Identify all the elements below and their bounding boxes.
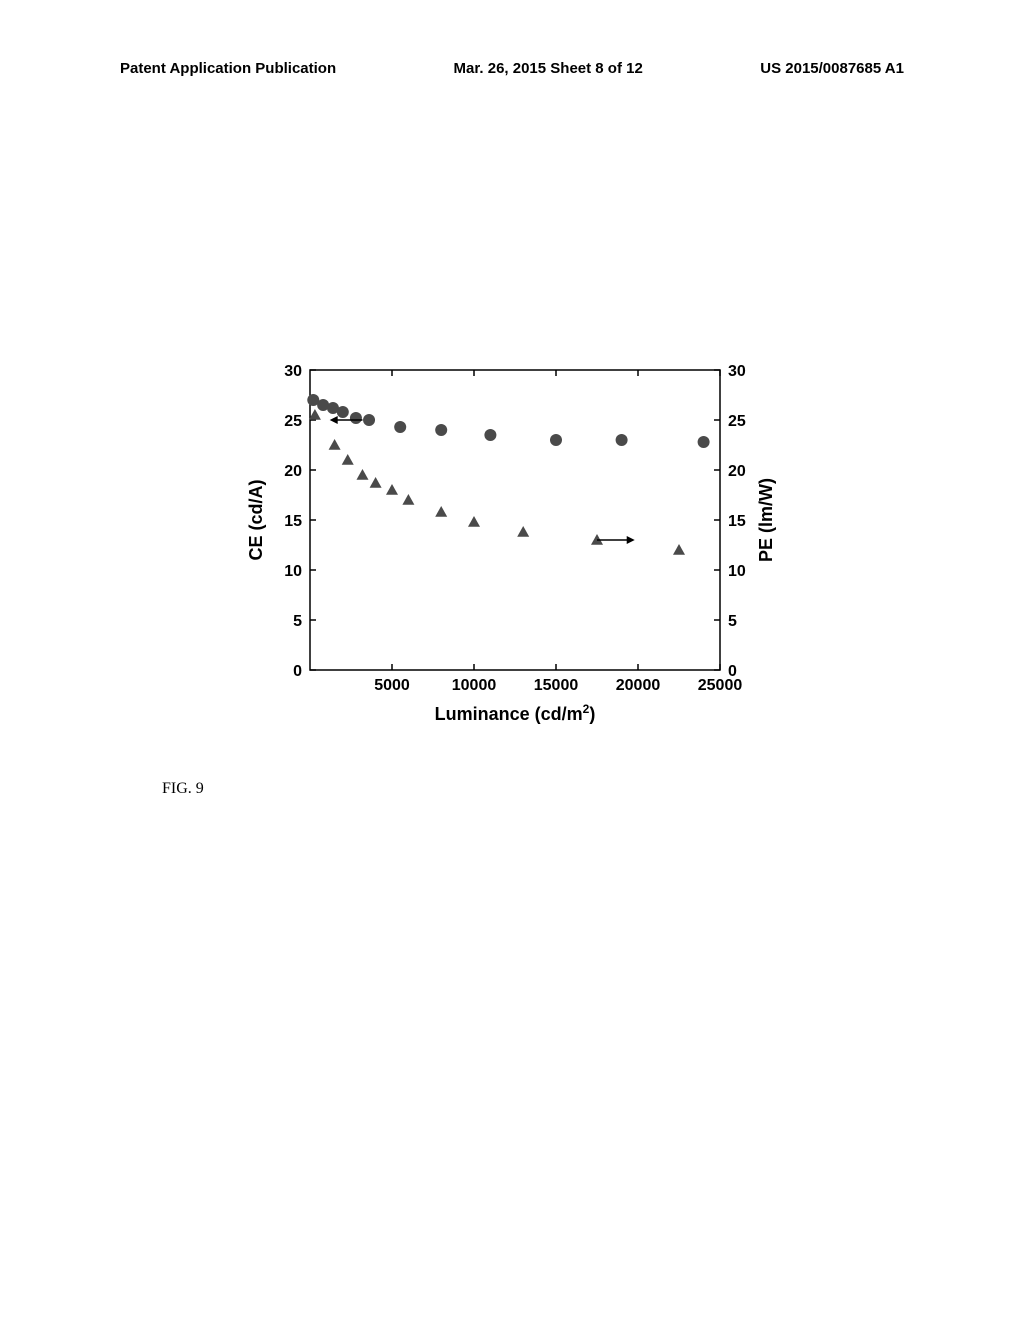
svg-text:0: 0	[728, 663, 737, 680]
figure-label: FIG. 9	[162, 780, 204, 798]
svg-text:30: 30	[284, 363, 302, 380]
svg-text:10: 10	[728, 563, 746, 580]
svg-text:20000: 20000	[616, 677, 661, 694]
efficiency-luminance-chart: 5000100001500020000250000510152025300510…	[240, 350, 800, 750]
svg-text:0: 0	[293, 663, 302, 680]
header-date-sheet: Mar. 26, 2015 Sheet 8 of 12	[454, 60, 643, 77]
svg-text:15: 15	[728, 513, 746, 530]
chart-svg: 5000100001500020000250000510152025300510…	[240, 350, 800, 750]
svg-text:5: 5	[293, 613, 302, 630]
svg-text:15: 15	[284, 513, 302, 530]
svg-text:10000: 10000	[452, 677, 497, 694]
svg-text:CE (cd/A): CE (cd/A)	[246, 479, 266, 560]
svg-text:Luminance (cd/m2): Luminance (cd/m2)	[435, 702, 596, 724]
svg-text:PE (lm/W): PE (lm/W)	[756, 478, 776, 562]
header-publication: Patent Application Publication	[120, 60, 336, 77]
svg-text:10: 10	[284, 563, 302, 580]
svg-text:25: 25	[728, 413, 746, 430]
svg-text:25: 25	[284, 413, 302, 430]
svg-text:15000: 15000	[534, 677, 579, 694]
svg-text:5: 5	[728, 613, 737, 630]
svg-text:20: 20	[728, 463, 746, 480]
svg-text:30: 30	[728, 363, 746, 380]
svg-text:5000: 5000	[374, 677, 410, 694]
header-pub-number: US 2015/0087685 A1	[760, 60, 904, 77]
svg-text:20: 20	[284, 463, 302, 480]
